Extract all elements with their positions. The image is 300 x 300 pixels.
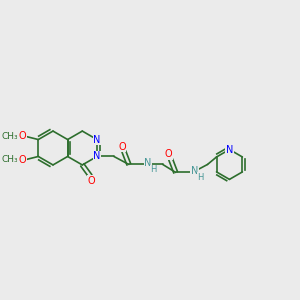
Text: N: N	[144, 158, 152, 168]
Text: H: H	[151, 165, 157, 174]
Text: O: O	[19, 130, 26, 141]
Text: O: O	[165, 149, 172, 160]
Text: CH₃: CH₃	[1, 132, 18, 141]
Text: N: N	[226, 145, 233, 154]
Text: N: N	[93, 134, 101, 145]
Text: O: O	[88, 176, 95, 186]
Text: CH₃: CH₃	[1, 155, 18, 164]
Text: H: H	[197, 173, 204, 182]
Text: O: O	[118, 142, 126, 152]
Text: N: N	[93, 152, 101, 161]
Text: N: N	[191, 167, 198, 176]
Text: O: O	[19, 155, 26, 166]
